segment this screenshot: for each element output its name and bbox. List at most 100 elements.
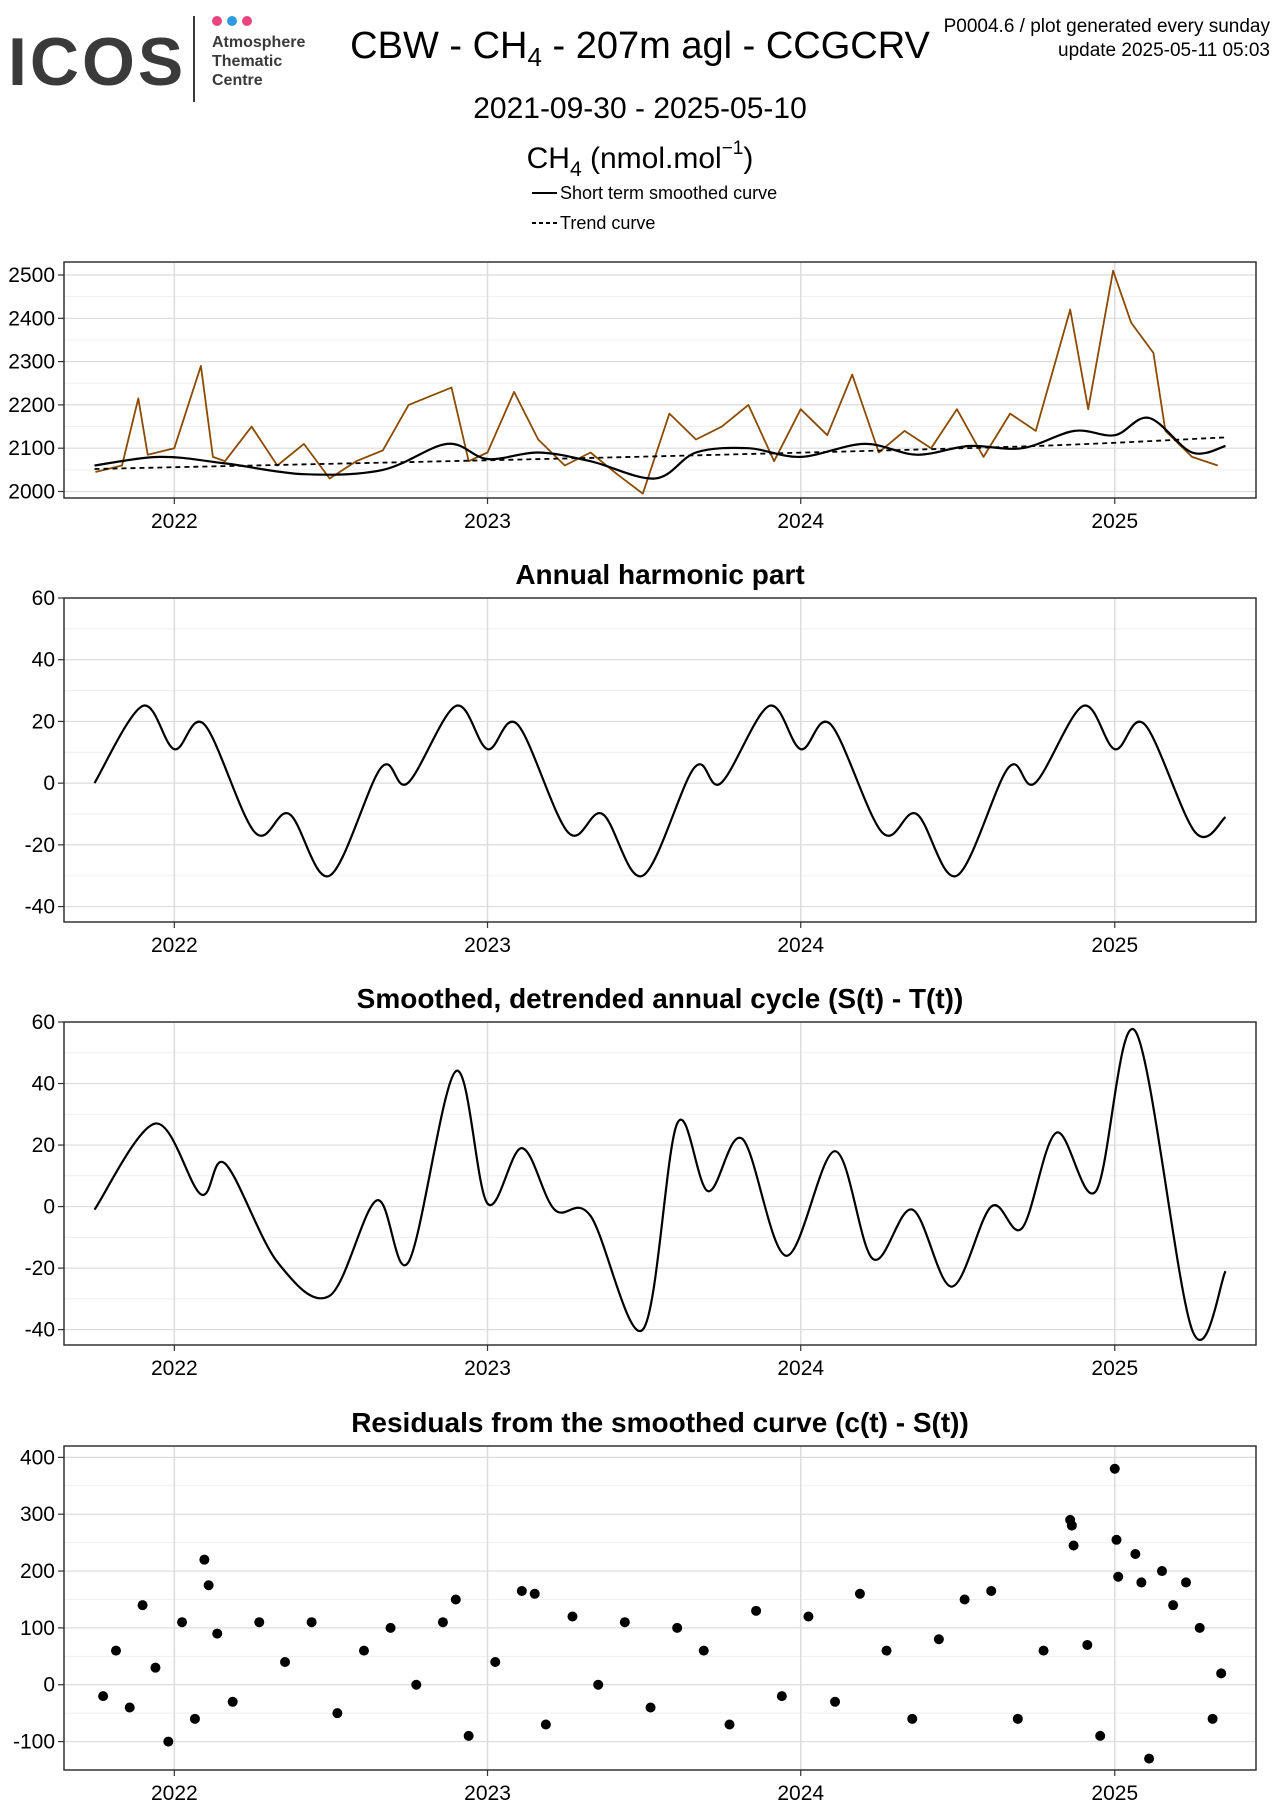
trend-curve [94, 436, 1226, 470]
y-tick-label: 400 [20, 1446, 55, 1469]
y-tick-label: -40 [25, 1319, 55, 1342]
plot-area [98, 1463, 1227, 1764]
panel-ch4: 2000 2100 2200 2300 2400 2500 2022 2023 2024 2025 [8, 261, 1257, 533]
residual-point [830, 1696, 841, 1707]
residual-point [358, 1645, 369, 1656]
residual-point [1066, 1520, 1077, 1531]
residual-point [1113, 1571, 1124, 1582]
observations-line [95, 269, 1218, 495]
plot-border [63, 597, 1257, 923]
residual-point [437, 1617, 448, 1628]
legend-label-smoothed: Short term smoothed curve [560, 183, 777, 203]
y-tick-label: 2400 [8, 307, 55, 330]
residual-point [110, 1645, 121, 1656]
date-range: 2021-09-30 - 2025-05-10 [473, 92, 807, 125]
residual-point [98, 1691, 109, 1702]
residual-point [529, 1588, 540, 1599]
units-label: CH4 (nmol.mol−1) [527, 138, 754, 181]
x-tick-label: 2022 [151, 1782, 198, 1800]
units-middle: (nmol.mol [582, 142, 722, 175]
y-tick-label: 2100 [8, 437, 55, 460]
y-tick-label: 300 [20, 1503, 55, 1526]
x-tick-label: 2025 [1091, 934, 1138, 957]
plot-border [63, 1021, 1257, 1346]
x-tick-label: 2022 [151, 510, 198, 533]
plot-background [64, 1022, 1256, 1345]
smoothed-curve [94, 416, 1226, 480]
residual-point [137, 1600, 148, 1611]
residual-point [516, 1585, 527, 1596]
units-superscript: −1 [722, 138, 744, 159]
x-tick-label: 2024 [777, 1782, 824, 1800]
x-tick-label: 2023 [464, 1357, 511, 1380]
x-tick-label: 2023 [464, 1782, 511, 1800]
panel-title: Residuals from the smoothed curve (c(t) … [351, 1407, 969, 1438]
units-end: ) [743, 142, 753, 175]
header: ICOS Atmosphere Thematic Centre CBW - CH… [8, 16, 1270, 233]
residual-point [280, 1657, 291, 1667]
legend: Short term smoothed curve Trend curve [532, 183, 777, 233]
residual-point [332, 1708, 343, 1719]
residual-point [1144, 1753, 1155, 1764]
residual-point [385, 1622, 396, 1633]
residual-point [854, 1588, 865, 1599]
y-tick-label: 20 [32, 710, 55, 733]
residual-point [724, 1719, 735, 1730]
residual-point [177, 1617, 188, 1628]
residual-point [698, 1645, 709, 1656]
residual-point [619, 1617, 630, 1628]
y-tick-label: 2300 [8, 351, 55, 374]
residual-point [124, 1702, 135, 1713]
y-tick-label: 60 [32, 1011, 55, 1034]
y-tick-label: 0 [43, 772, 55, 795]
residual-point [1109, 1463, 1120, 1474]
y-tick-label: 0 [43, 1196, 55, 1219]
plot-area [94, 269, 1226, 495]
title-suffix: - 207m agl - CCGCRV [542, 25, 931, 67]
residual-point [463, 1730, 474, 1741]
y-tick-label: 60 [32, 587, 55, 610]
panel-detrended: -40 -20 0 20 40 60 2022 2023 2024 2025 Smoothed, d… [25, 983, 1257, 1380]
residual-point [189, 1713, 200, 1724]
plot-background [64, 598, 1256, 922]
residual-point [254, 1617, 265, 1628]
residual-point [490, 1657, 501, 1667]
residual-point [1130, 1549, 1141, 1559]
x-tick-label: 2022 [151, 934, 198, 957]
residual-point [1038, 1645, 1049, 1656]
residual-point [1168, 1600, 1179, 1611]
plot-border [63, 1445, 1257, 1771]
y-tick-label: 200 [20, 1560, 55, 1583]
y-tick-label: -100 [13, 1731, 55, 1754]
residual-point [776, 1691, 787, 1702]
residual-point [567, 1611, 578, 1622]
generation-note: P0004.6 / plot generated every sunday [944, 16, 1271, 37]
residual-point [1082, 1639, 1093, 1650]
harmonic-curve [93, 704, 1227, 878]
logo-dot-3 [242, 16, 252, 26]
page-title: CBW - CH4 - 207m agl - CCGCRV [350, 25, 930, 72]
y-tick-label: 20 [32, 1134, 55, 1157]
legend-label-trend: Trend curve [560, 213, 655, 233]
y-tick-label: 2500 [8, 264, 55, 287]
logo-wordmark: ICOS [8, 24, 186, 100]
units-prefix: CH [527, 142, 570, 175]
y-tick-label: -20 [25, 834, 55, 857]
x-tick-label: 2023 [464, 934, 511, 957]
residual-point [163, 1736, 174, 1747]
panel-title: Smoothed, detrended annual cycle (S(t) -… [357, 983, 964, 1014]
panel-title: Annual harmonic part [515, 559, 804, 590]
residual-point [1194, 1622, 1205, 1633]
units-subscript: 4 [570, 158, 582, 181]
plot-area [93, 704, 1227, 878]
residual-point [203, 1580, 214, 1591]
residual-point [959, 1594, 970, 1605]
residual-point [881, 1645, 892, 1656]
update-timestamp: update 2025-05-11 05:03 [1058, 40, 1270, 61]
residual-point [986, 1585, 997, 1596]
residual-point [751, 1605, 762, 1616]
plot-background [64, 262, 1256, 498]
y-tick-label: 40 [32, 1073, 55, 1096]
title-prefix: CBW - CH [350, 25, 527, 67]
